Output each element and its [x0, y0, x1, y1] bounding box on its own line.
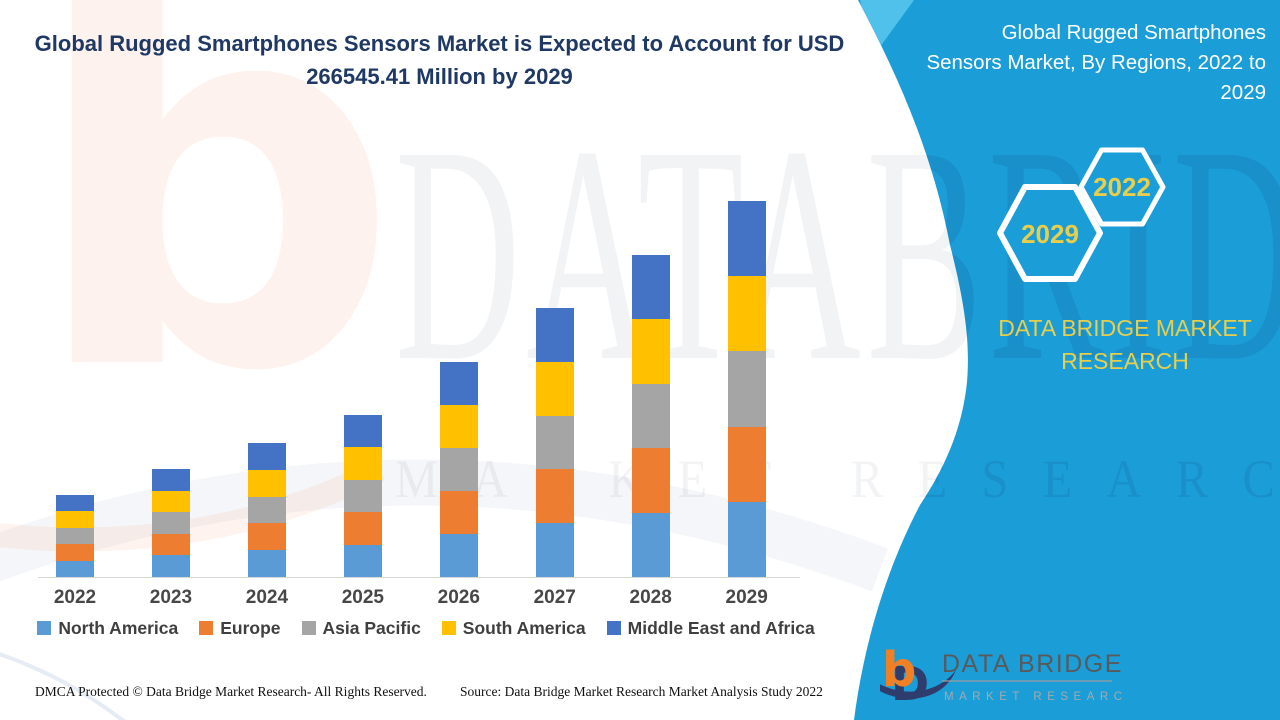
legend-marker-south-america	[441, 621, 456, 635]
bar-2024-segment-south-america	[247, 469, 286, 497]
logo-swoosh	[880, 670, 956, 699]
source-text: Source: Data Bridge Market Research Mark…	[460, 684, 823, 699]
bar-2025-segment-south-america	[343, 447, 382, 480]
bar-2023-segment-south-america	[151, 490, 190, 513]
x-tick-2029: 2029	[725, 587, 768, 608]
legend-item-europe: Europe	[199, 617, 281, 639]
legend-marker-asia-pacific	[301, 621, 316, 635]
chart-title-line2: 266545.41 Million by 2029	[306, 64, 573, 89]
logo-tagline: MARKET RESEARCH	[944, 691, 1125, 703]
bar-2025-segment-middle-east-and-africa	[343, 415, 382, 448]
legend-marker-middle-east-and-africa	[606, 621, 621, 635]
bar-2027-segment-middle-east-and-africa	[535, 308, 574, 362]
logo-wordmark: DATA BRIDGE	[942, 650, 1123, 678]
bar-2026-segment-south-america	[439, 404, 478, 448]
legend-label-europe: Europe	[220, 617, 281, 638]
x-tick-2027: 2027	[533, 587, 576, 608]
bar-2022	[56, 495, 94, 577]
bar-2029-segment-north-america	[727, 501, 766, 577]
legend-item-middle-east-and-africa: Middle East and Africa	[606, 617, 815, 639]
bar-2029	[727, 201, 766, 577]
bar-2028-segment-asia-pacific	[631, 383, 670, 449]
panel-title-line1: Global Rugged Smartphones	[1001, 21, 1266, 44]
bar-2023-segment-europe	[151, 533, 190, 556]
bar-2025-segment-north-america	[343, 544, 382, 577]
x-tick-2022: 2022	[53, 587, 97, 608]
bar-2029-segment-south-america	[727, 276, 766, 352]
legend-item-asia-pacific: Asia Pacific	[301, 617, 421, 639]
brand-line2: RESEARCH	[1061, 348, 1189, 374]
legend-marker-europe	[199, 621, 214, 635]
bar-2027-segment-europe	[535, 469, 574, 524]
bar-2026-segment-asia-pacific	[439, 447, 478, 491]
bar-2026-segment-middle-east-and-africa	[439, 361, 478, 405]
bar-2023-segment-middle-east-and-africa	[151, 469, 190, 491]
bar-2022-segment-asia-pacific	[56, 527, 94, 545]
bar-2025-segment-europe	[343, 512, 382, 545]
plot-area	[38, 190, 808, 577]
bar-2027	[535, 308, 574, 577]
databridge-logo: D b DATA BRIDGE MARKET RESEARCH	[880, 640, 1125, 718]
bar-2026-segment-europe	[439, 490, 478, 534]
legend-item-north-america: North America	[37, 618, 178, 639]
bar-2022-segment-north-america	[56, 560, 94, 577]
legend-label-asia-pacific: Asia Pacific	[322, 617, 421, 638]
hexagon-badges: 2022 2029	[820, 0, 1280, 720]
bar-2029-segment-asia-pacific	[727, 351, 766, 427]
bar-2028-segment-middle-east-and-africa	[631, 255, 670, 320]
bar-2024-segment-europe	[247, 523, 286, 551]
bar-2024	[247, 443, 286, 577]
bar-2022-segment-middle-east-and-africa	[56, 495, 94, 512]
watermark-b-logo: b	[28, 0, 401, 485]
bar-2028-segment-north-america	[631, 512, 670, 577]
brand-line1: DATA BRIDGE MARKET	[998, 315, 1252, 341]
x-tick-2025: 2025	[341, 587, 384, 608]
bar-2027-segment-north-america	[535, 523, 574, 577]
legend-label-south-america: South America	[462, 617, 586, 638]
x-axis-labels: 2022 2023 2024 2025 2026 2027 2028 2029	[38, 587, 808, 613]
hexagon-2022-label: 2022	[1093, 172, 1151, 202]
bar-2028-segment-south-america	[631, 319, 670, 384]
bar-2029-segment-middle-east-and-africa	[727, 201, 766, 277]
bar-2022-segment-south-america	[56, 511, 94, 528]
hexagon-2029-label: 2029	[1021, 219, 1079, 249]
bar-2028	[631, 255, 670, 577]
x-tick-2023: 2023	[149, 587, 193, 608]
bar-2027-segment-asia-pacific	[535, 415, 574, 470]
bar-2026-segment-north-america	[439, 533, 478, 577]
legend-label-north-america: North America	[58, 617, 179, 638]
bar-2029-segment-europe	[727, 426, 766, 502]
x-tick-2024: 2024	[245, 587, 289, 608]
panel-title-line3: 2029	[1220, 81, 1266, 104]
x-axis-line	[38, 577, 800, 578]
logo-d-glyph: D	[891, 657, 929, 711]
legend-item-south-america: South America	[441, 617, 586, 639]
bar-2026	[439, 361, 478, 577]
bar-2025-segment-asia-pacific	[343, 479, 382, 513]
bar-2022-segment-europe	[56, 544, 94, 561]
x-tick-2028: 2028	[629, 587, 672, 608]
panel-title-line2: Sensors Market, By Regions, 2022 to	[926, 51, 1266, 74]
legend-label-middle-east-and-africa: Middle East and Africa	[627, 617, 815, 638]
bar-2028-segment-europe	[631, 448, 670, 513]
bar-2025	[343, 415, 382, 577]
dmca-text: DMCA Protected © Data Bridge Market Rese…	[35, 684, 427, 699]
hexagon-2029	[1000, 187, 1100, 279]
bar-2023-segment-asia-pacific	[151, 512, 190, 534]
bar-2023	[151, 469, 190, 577]
chart-title: Global Rugged Smartphones Sensors Market…	[12, 27, 867, 93]
bar-2023-segment-north-america	[151, 555, 190, 577]
bar-2024-segment-north-america	[247, 550, 286, 577]
legend: North America Europe Asia Pacific South Ame…	[36, 615, 816, 641]
hexagon-2022	[1081, 150, 1163, 224]
brand-text: DATA BRIDGE MARKET RESEARCH	[965, 312, 1280, 378]
panel-title: Global Rugged Smartphones Sensors Market…	[846, 18, 1266, 108]
x-tick-2026: 2026	[437, 587, 480, 608]
bar-2024-segment-asia-pacific	[247, 496, 286, 524]
legend-marker-north-america	[37, 621, 52, 635]
bar-2027-segment-south-america	[535, 361, 574, 416]
chart-title-line1: Global Rugged Smartphones Sensors Market…	[34, 31, 845, 56]
bar-2024-segment-middle-east-and-africa	[247, 443, 286, 470]
